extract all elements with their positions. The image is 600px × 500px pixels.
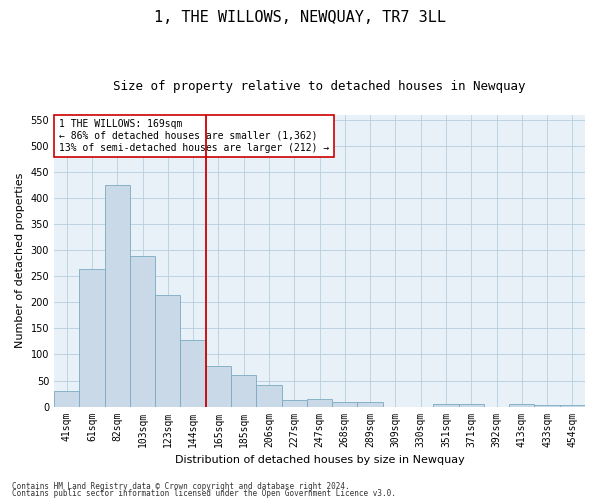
X-axis label: Distribution of detached houses by size in Newquay: Distribution of detached houses by size … <box>175 455 464 465</box>
Text: Contains public sector information licensed under the Open Government Licence v3: Contains public sector information licen… <box>12 490 396 498</box>
Bar <box>206 366 231 406</box>
Bar <box>307 398 332 406</box>
Bar <box>181 340 206 406</box>
Bar <box>458 404 484 406</box>
Bar <box>130 256 155 406</box>
Bar <box>256 385 281 406</box>
Text: 1, THE WILLOWS, NEWQUAY, TR7 3LL: 1, THE WILLOWS, NEWQUAY, TR7 3LL <box>154 10 446 25</box>
Bar <box>560 405 585 406</box>
Bar <box>79 268 104 406</box>
Text: 1 THE WILLOWS: 169sqm
← 86% of detached houses are smaller (1,362)
13% of semi-d: 1 THE WILLOWS: 169sqm ← 86% of detached … <box>59 120 329 152</box>
Bar <box>535 405 560 406</box>
Bar <box>231 376 256 406</box>
Bar <box>509 404 535 406</box>
Y-axis label: Number of detached properties: Number of detached properties <box>15 173 25 348</box>
Bar <box>358 402 383 406</box>
Bar <box>104 186 130 406</box>
Bar <box>281 400 307 406</box>
Text: Contains HM Land Registry data © Crown copyright and database right 2024.: Contains HM Land Registry data © Crown c… <box>12 482 350 491</box>
Bar <box>433 404 458 406</box>
Bar <box>155 294 181 406</box>
Bar <box>54 391 79 406</box>
Title: Size of property relative to detached houses in Newquay: Size of property relative to detached ho… <box>113 80 526 93</box>
Bar <box>332 402 358 406</box>
